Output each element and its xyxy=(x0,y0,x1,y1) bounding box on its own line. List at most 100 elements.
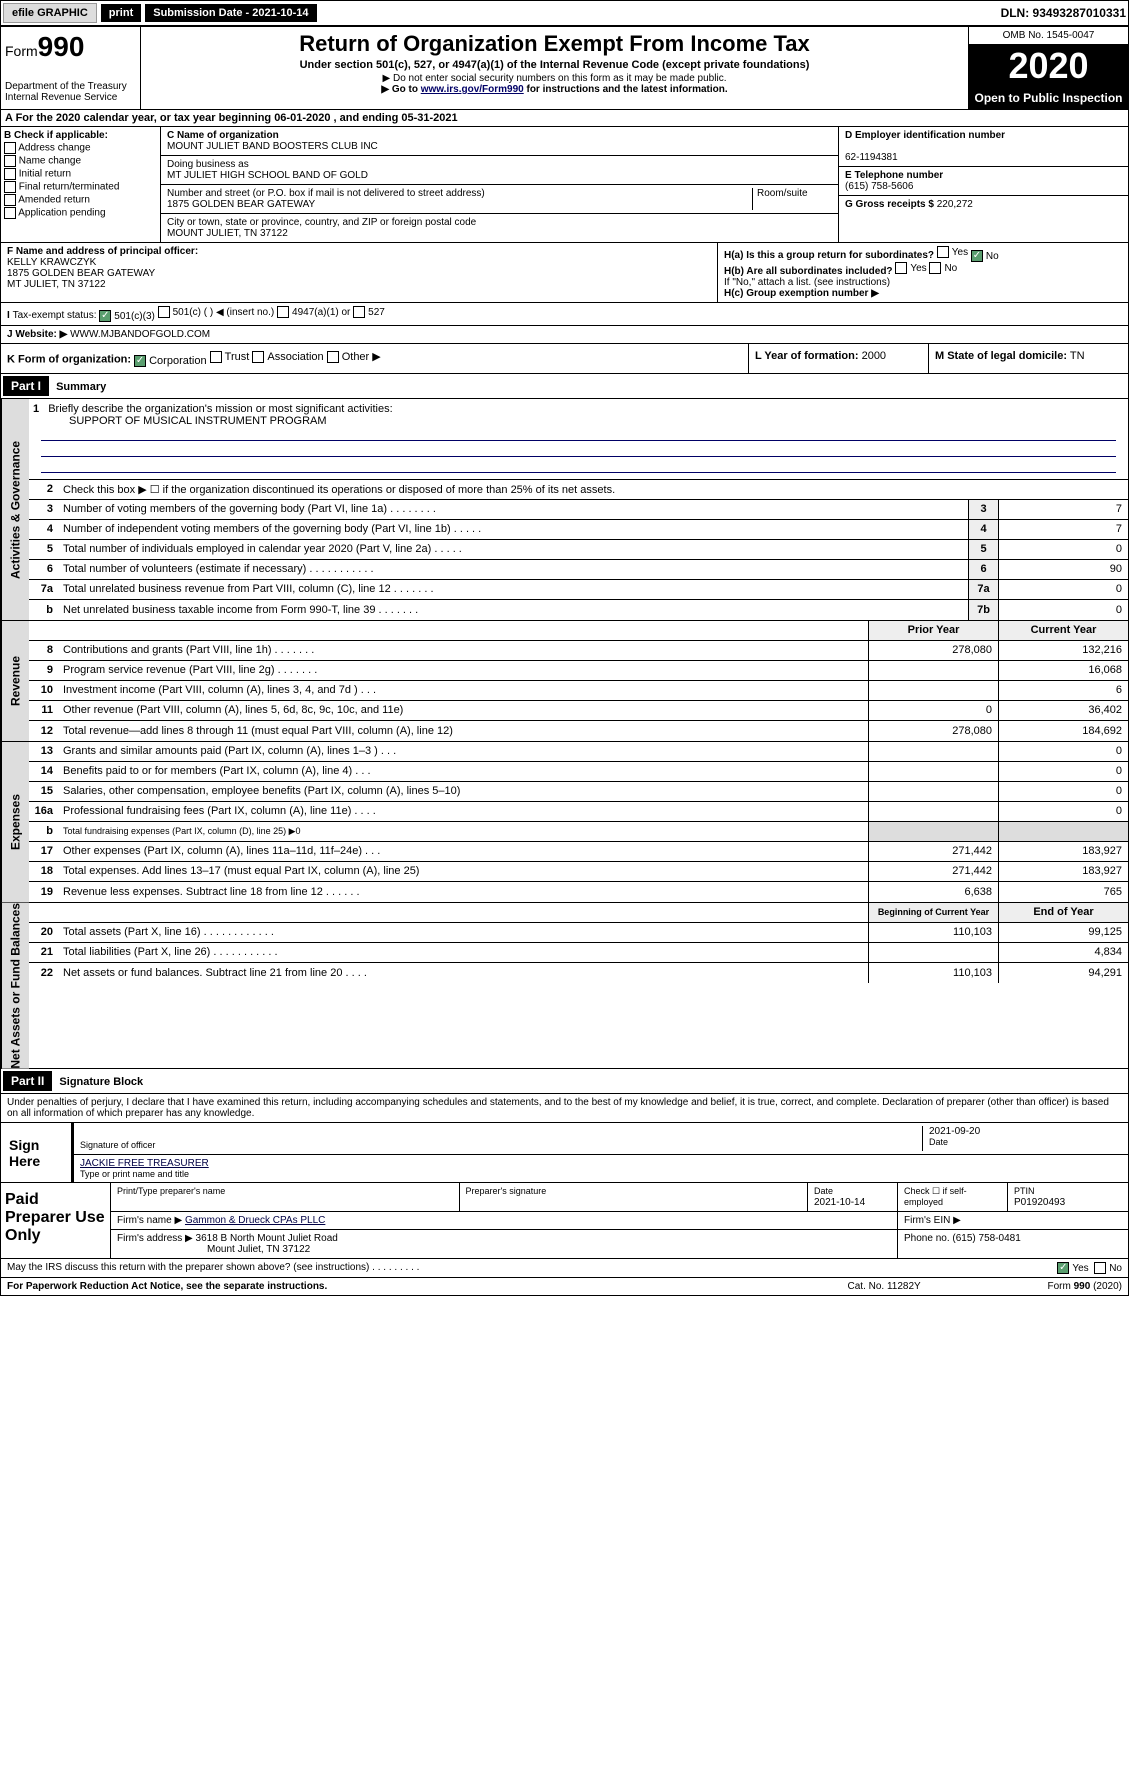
addr: 1875 GOLDEN BEAR GATEWAY xyxy=(167,199,315,210)
vtab-net: Net Assets or Fund Balances xyxy=(1,903,29,1069)
ha-yes: Yes xyxy=(952,247,968,258)
firm-phone: (615) 758-0481 xyxy=(952,1233,1020,1244)
opt-amend: Amended return xyxy=(18,195,90,206)
i-opt1: 501(c)(3) xyxy=(114,311,155,322)
part2-hdr: Part II xyxy=(3,1071,52,1091)
hdr-prior: Prior Year xyxy=(868,621,998,640)
k-trust: Trust xyxy=(225,351,250,363)
officer-name: KELLY KRAWCZYK xyxy=(7,257,96,268)
hb-no: No xyxy=(944,263,957,274)
discuss-yes: Yes xyxy=(1072,1263,1088,1274)
hb-note: If "No," attach a list. (see instruction… xyxy=(724,277,1122,288)
l2-num: 2 xyxy=(29,483,59,495)
f-label: F Name and address of principal officer: xyxy=(7,246,198,257)
officer-addr1: 1875 GOLDEN BEAR GATEWAY xyxy=(7,268,155,279)
k-corp: Corporation xyxy=(149,355,206,367)
k-assoc: Association xyxy=(267,351,323,363)
part1-text: Summary xyxy=(52,381,106,393)
firm-addr-label: Firm's address ▶ xyxy=(117,1233,193,1244)
city-label: City or town, state or province, country… xyxy=(167,217,476,228)
l1-text: Briefly describe the organization's miss… xyxy=(48,403,392,415)
omb: OMB No. 1545-0047 xyxy=(969,27,1128,45)
prep-date: 2021-10-14 xyxy=(814,1197,865,1208)
form-title: Return of Organization Exempt From Incom… xyxy=(145,31,964,57)
efile-btn[interactable]: efile GRAPHIC xyxy=(3,3,97,23)
footer: For Paperwork Reduction Act Notice, see … xyxy=(0,1278,1129,1296)
prep-date-label: Date xyxy=(814,1186,833,1196)
dept1: Department of the Treasury xyxy=(5,81,136,92)
sub2: ▶ Do not enter social security numbers o… xyxy=(145,73,964,84)
prep-sig-label: Preparer's signature xyxy=(466,1186,547,1196)
sig-block: Under penalties of perjury, I declare th… xyxy=(0,1094,1129,1278)
k-other: Other ▶ xyxy=(342,350,381,363)
j-label: Website: ▶ xyxy=(15,329,67,340)
name-title-label: Type or print name and title xyxy=(80,1169,1122,1179)
prep-name-label: Print/Type preparer's name xyxy=(117,1186,225,1196)
m-label: M State of legal domicile: xyxy=(935,350,1067,362)
net-section: Net Assets or Fund Balances Beginning of… xyxy=(0,903,1129,1070)
opt-addr: Address change xyxy=(18,143,90,154)
form-num: 990 xyxy=(38,31,85,62)
firm-ein-label: Firm's EIN ▶ xyxy=(898,1212,1128,1229)
officer-addr2: MT JULIET, TN 37122 xyxy=(7,279,106,290)
ein-label: D Employer identification number xyxy=(845,130,1005,141)
fgh-row: F Name and address of principal officer:… xyxy=(0,243,1129,303)
i-opt4: 527 xyxy=(368,307,385,318)
m-val: TN xyxy=(1070,350,1085,362)
part2-text: Signature Block xyxy=(55,1076,143,1088)
vtab-rev: Revenue xyxy=(1,621,29,741)
dln: DLN: 93493287010331 xyxy=(1001,6,1126,20)
exp-section: Expenses 13Grants and similar amounts pa… xyxy=(0,742,1129,903)
l1-num: 1 xyxy=(33,403,45,415)
rev-section: Revenue Prior YearCurrent Year 8Contribu… xyxy=(0,621,1129,742)
col-b: B Check if applicable: Address change Na… xyxy=(1,127,161,242)
i-opt3: 4947(a)(1) or xyxy=(292,307,350,318)
vtab-gov: Activities & Governance xyxy=(1,399,29,620)
firm-name[interactable]: Gammon & Drueck CPAs PLLC xyxy=(185,1215,325,1226)
ptin-label: PTIN xyxy=(1014,1186,1035,1196)
irs-link[interactable]: www.irs.gov/Form990 xyxy=(421,84,524,95)
hdr-beg: Beginning of Current Year xyxy=(868,903,998,922)
hb-yes: Yes xyxy=(910,263,926,274)
firm-addr2: Mount Juliet, TN 37122 xyxy=(117,1244,310,1255)
discuss: May the IRS discuss this return with the… xyxy=(7,1262,1057,1274)
officer-name-title[interactable]: JACKIE FREE TREASURER xyxy=(80,1158,1122,1169)
gov-section: Activities & Governance 1 Briefly descri… xyxy=(0,399,1129,621)
sub3-post: for instructions and the latest informat… xyxy=(524,84,728,95)
klm-row: K Form of organization: ✓ Corporation Tr… xyxy=(0,344,1129,374)
phone-label: Phone no. xyxy=(904,1233,950,1244)
discuss-no: No xyxy=(1109,1263,1122,1274)
l-val: 2000 xyxy=(862,350,886,362)
col-c: C Name of organizationMOUNT JULIET BAND … xyxy=(161,127,838,242)
mission: SUPPORT OF MUSICAL INSTRUMENT PROGRAM xyxy=(33,415,1124,427)
dba-label: Doing business as xyxy=(167,159,249,170)
sub3-pre: ▶ Go to xyxy=(381,84,420,95)
tel-label: E Telephone number xyxy=(845,170,943,181)
gross-label: G Gross receipts $ xyxy=(845,199,934,210)
tax-year: 2020 xyxy=(969,45,1128,87)
hb: H(b) Are all subordinates included? xyxy=(724,266,893,277)
subdate-btn: Submission Date - 2021-10-14 xyxy=(145,4,316,22)
addr-label: Number and street (or P.O. box if mail i… xyxy=(167,188,485,199)
id-block: B Check if applicable: Address change Na… xyxy=(0,127,1129,243)
j-row: J Website: ▶ WWW.MJBANDOFGOLD.COM xyxy=(0,326,1129,344)
website: WWW.MJBANDOFGOLD.COM xyxy=(70,329,210,340)
ptin: P01920493 xyxy=(1014,1197,1065,1208)
check-self: Check ☐ if self-employed xyxy=(898,1183,1008,1211)
form-header: Form990 Department of the Treasury Inter… xyxy=(0,26,1129,110)
part2-title: Part II Signature Block xyxy=(0,1069,1129,1094)
sign-here: Sign Here xyxy=(1,1123,71,1182)
paid-label: Paid Preparer Use Only xyxy=(1,1183,111,1258)
sig-officer-label: Signature of officer xyxy=(80,1140,155,1150)
firm-addr1: 3618 B North Mount Juliet Road xyxy=(196,1233,338,1244)
room-label: Room/suite xyxy=(752,188,832,210)
opt-app: Application pending xyxy=(18,208,105,219)
print-btn[interactable]: print xyxy=(101,4,141,22)
hdr-cur: Current Year xyxy=(998,621,1128,640)
hc: H(c) Group exemption number ▶ xyxy=(724,288,879,299)
col-d: D Employer identification number62-11943… xyxy=(838,127,1128,242)
part1-hdr: Part I xyxy=(3,376,49,396)
firm-name-label: Firm's name ▶ xyxy=(117,1215,182,1226)
sub1: Under section 501(c), 527, or 4947(a)(1)… xyxy=(145,59,964,71)
pra: For Paperwork Reduction Act Notice, see … xyxy=(7,1281,848,1292)
